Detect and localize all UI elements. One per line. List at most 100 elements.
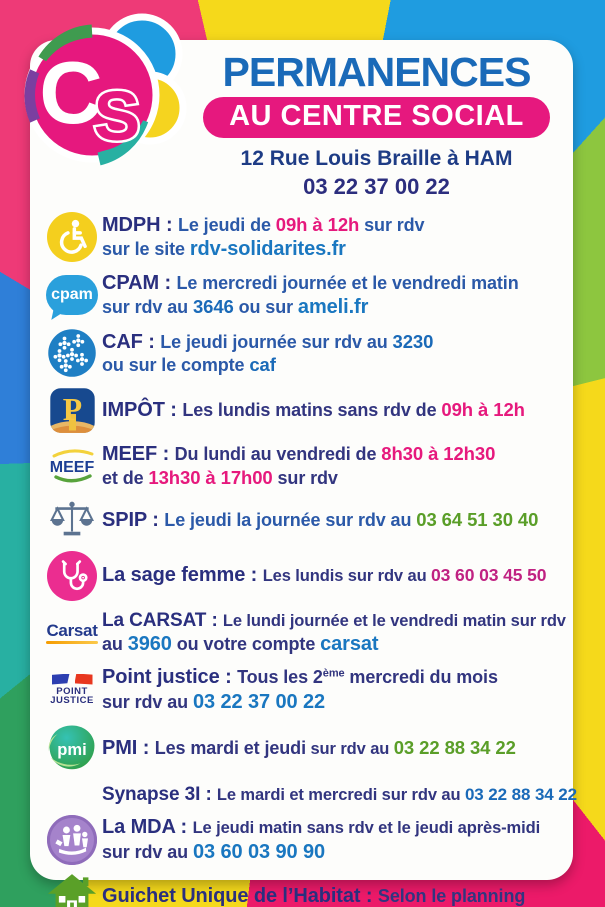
text-segment: ou votre compte bbox=[171, 634, 321, 655]
address-line: 12 Rue Louis Braille à HAM bbox=[240, 147, 513, 171]
mda-people-icon bbox=[42, 814, 102, 865]
text-segment: Synapse 3I : bbox=[102, 783, 217, 805]
text-segment: rdv-solidarites.fr bbox=[189, 238, 346, 261]
service-text-cpam: CPAM : Le mercredi journée et le vendred… bbox=[102, 271, 563, 320]
text-segment: 03 22 37 00 22 bbox=[192, 690, 325, 713]
text-segment: 09h à 12h bbox=[275, 214, 360, 236]
text-segment: La sage femme : bbox=[102, 564, 263, 587]
text-segment: La CARSAT : bbox=[102, 610, 223, 632]
service-text-line: La CARSAT : Le lundi journée et le vendr… bbox=[102, 609, 566, 632]
service-text-line: sur le site rdv-solidarites.fr bbox=[102, 237, 563, 261]
service-text-line: ou sur le compte caf bbox=[102, 354, 563, 377]
service-text-pmi: PMI : Les mardi et jeudi sur rdv au 03 2… bbox=[102, 736, 563, 760]
text-segment: 03 60 03 45 50 bbox=[431, 565, 547, 586]
house-icon bbox=[42, 873, 102, 907]
pmi-icon: pmi bbox=[42, 722, 102, 774]
text-segment: sur rdv au bbox=[102, 841, 193, 862]
service-text-line: et de 13h30 à 17h00 sur rdv bbox=[102, 467, 563, 490]
text-segment: sur le site bbox=[102, 239, 190, 260]
text-segment: Le jeudi la journée sur rdv au bbox=[164, 509, 417, 530]
service-row-synapse-3I: Synapse 3I : Le mardi et mercredi sur rd… bbox=[42, 783, 577, 806]
text-segment: sur rdv au bbox=[102, 691, 193, 712]
text-segment: 03 60 03 90 90 bbox=[192, 840, 325, 863]
subtitle-banner: AU CENTRE SOCIAL bbox=[203, 97, 550, 139]
service-text-caf: CAF : Le jeudi journée sur rdv au 3230 ou… bbox=[102, 330, 563, 377]
text-segment: sur rdv au bbox=[102, 297, 193, 318]
poster-card: C S PERMANENCES AU CENTRE SOCIAL 12 Rue … bbox=[24, 13, 577, 907]
text-segment: carsat bbox=[320, 633, 379, 656]
service-text-mda: La MDA : Le jeudi matin sans rdv et le j… bbox=[102, 815, 563, 864]
text-segment: 8h30 à 12h30 bbox=[381, 443, 496, 465]
text-segment: CPAM : bbox=[102, 271, 177, 294]
point-justice-icon: POINT JUSTICE bbox=[42, 673, 102, 706]
service-text-line: sur rdv au 03 22 37 00 22 bbox=[102, 690, 563, 714]
text-segment: Le mardi et mercredi sur rdv au bbox=[216, 785, 465, 804]
services-list: MDPH : Le jeudi de 09h à 12h sur rdv sur … bbox=[30, 200, 577, 907]
logo-letter-s: S bbox=[94, 77, 141, 155]
text-segment: MDPH : bbox=[102, 214, 178, 237]
text-segment: SPIP : bbox=[102, 508, 165, 531]
service-text-line: CPAM : Le mercredi journée et le vendred… bbox=[102, 271, 563, 295]
service-text-line: MDPH : Le jeudi de 09h à 12h sur rdv bbox=[102, 213, 563, 237]
service-text-synapse-3I: Synapse 3I : Le mardi et mercredi sur rd… bbox=[102, 783, 577, 806]
service-text-carsat: La CARSAT : Le lundi journée et le vendr… bbox=[102, 609, 566, 657]
text-segment: Le lundi journée et le vendredi matin su… bbox=[222, 612, 566, 631]
text-segment: ameli.fr bbox=[297, 296, 369, 319]
logo-letter-c: C bbox=[39, 43, 103, 142]
centre-social-logo: C S bbox=[24, 10, 194, 175]
text-segment: sur rdv bbox=[359, 215, 425, 236]
service-text-line: Guichet Unique de l’Habitat : Selon le p… bbox=[102, 884, 563, 907]
text-segment: et de bbox=[102, 467, 149, 488]
text-segment: au bbox=[102, 634, 128, 655]
text-segment: 3960 bbox=[127, 633, 172, 656]
service-text-line: sur rdv au 03 60 03 90 90 bbox=[102, 840, 563, 864]
service-row-cpam: cpam CPAM : Le mercredi journée et le ven… bbox=[42, 271, 563, 320]
text-segment: La MDA : bbox=[102, 816, 193, 839]
header: PERMANENCES AU CENTRE SOCIAL 12 Rue Loui… bbox=[180, 40, 573, 200]
service-text-line: La sage femme : Les lundis sur rdv au 03… bbox=[102, 563, 563, 587]
service-row-mdph: MDPH : Le jeudi de 09h à 12h sur rdv sur … bbox=[42, 212, 563, 263]
service-text-impot: IMPÔT : Les lundis matins sans rdv de 09… bbox=[102, 398, 563, 422]
poster-title: PERMANENCES bbox=[222, 49, 532, 95]
text-segment: 03 22 88 34 22 bbox=[393, 737, 516, 759]
text-segment: Les lundis sur rdv au bbox=[262, 567, 432, 586]
service-row-spip: SPIP : Le jeudi la journée sur rdv au 03… bbox=[42, 498, 563, 542]
text-segment: ou sur bbox=[233, 297, 298, 318]
icon-placeholder bbox=[42, 789, 102, 799]
text-segment: 13h30 à 17h00 bbox=[148, 466, 273, 488]
service-text-point-justice: Point justice : Tous les 2ème mercredi d… bbox=[102, 665, 563, 714]
text-segment: Du lundi au vendredi de bbox=[174, 444, 382, 465]
carsat-icon: Carsat bbox=[42, 621, 102, 645]
service-text-line: sur rdv au 3646 ou sur ameli.fr bbox=[102, 295, 563, 319]
service-text-line: PMI : Les mardi et jeudi sur rdv au 03 2… bbox=[102, 736, 563, 760]
svg-text:MEEF: MEEF bbox=[50, 459, 95, 476]
text-segment: Guichet Unique de l’Habitat : bbox=[102, 884, 378, 907]
service-text-line: MEEF : Du lundi au vendredi de 8h30 à 12… bbox=[102, 442, 563, 466]
text-segment: Le mercredi journée et le vendredi matin bbox=[176, 272, 519, 293]
text-segment: 3230 bbox=[392, 330, 434, 352]
text-segment: sur rdv bbox=[272, 467, 338, 488]
meef-icon: MEEF bbox=[42, 448, 102, 484]
text-segment: Tous les 2 bbox=[237, 667, 323, 688]
service-text-line: CAF : Le jeudi journée sur rdv au 3230 bbox=[102, 330, 563, 354]
svg-text:pmi: pmi bbox=[57, 740, 86, 759]
text-segment: 03 22 88 34 22 bbox=[464, 784, 577, 804]
text-segment: 03 64 51 30 40 bbox=[416, 508, 539, 530]
text-segment: Le jeudi de bbox=[177, 215, 276, 236]
text-segment: Point justice : bbox=[102, 666, 238, 689]
service-text-spip: SPIP : Le jeudi la journée sur rdv au 03… bbox=[102, 508, 563, 532]
text-segment: Les mardi et jeudi bbox=[154, 738, 306, 759]
service-text-line: Synapse 3I : Le mardi et mercredi sur rd… bbox=[102, 783, 577, 806]
impot-icon: P bbox=[42, 387, 102, 434]
text-segment: CAF : bbox=[102, 330, 161, 353]
service-row-impot: P IMPÔT : Les lundis matins sans rdv de … bbox=[42, 387, 563, 434]
text-segment: Le jeudi journée sur rdv au bbox=[160, 331, 393, 352]
text-segment: caf bbox=[249, 353, 276, 375]
text-segment: 3646 bbox=[192, 296, 234, 318]
text-segment: ème bbox=[322, 667, 345, 680]
scales-icon bbox=[42, 498, 102, 542]
text-segment: IMPÔT : bbox=[102, 399, 183, 422]
service-text-line: au 3960 ou votre compte carsat bbox=[102, 632, 566, 656]
text-segment: ou sur le compte bbox=[102, 354, 250, 375]
